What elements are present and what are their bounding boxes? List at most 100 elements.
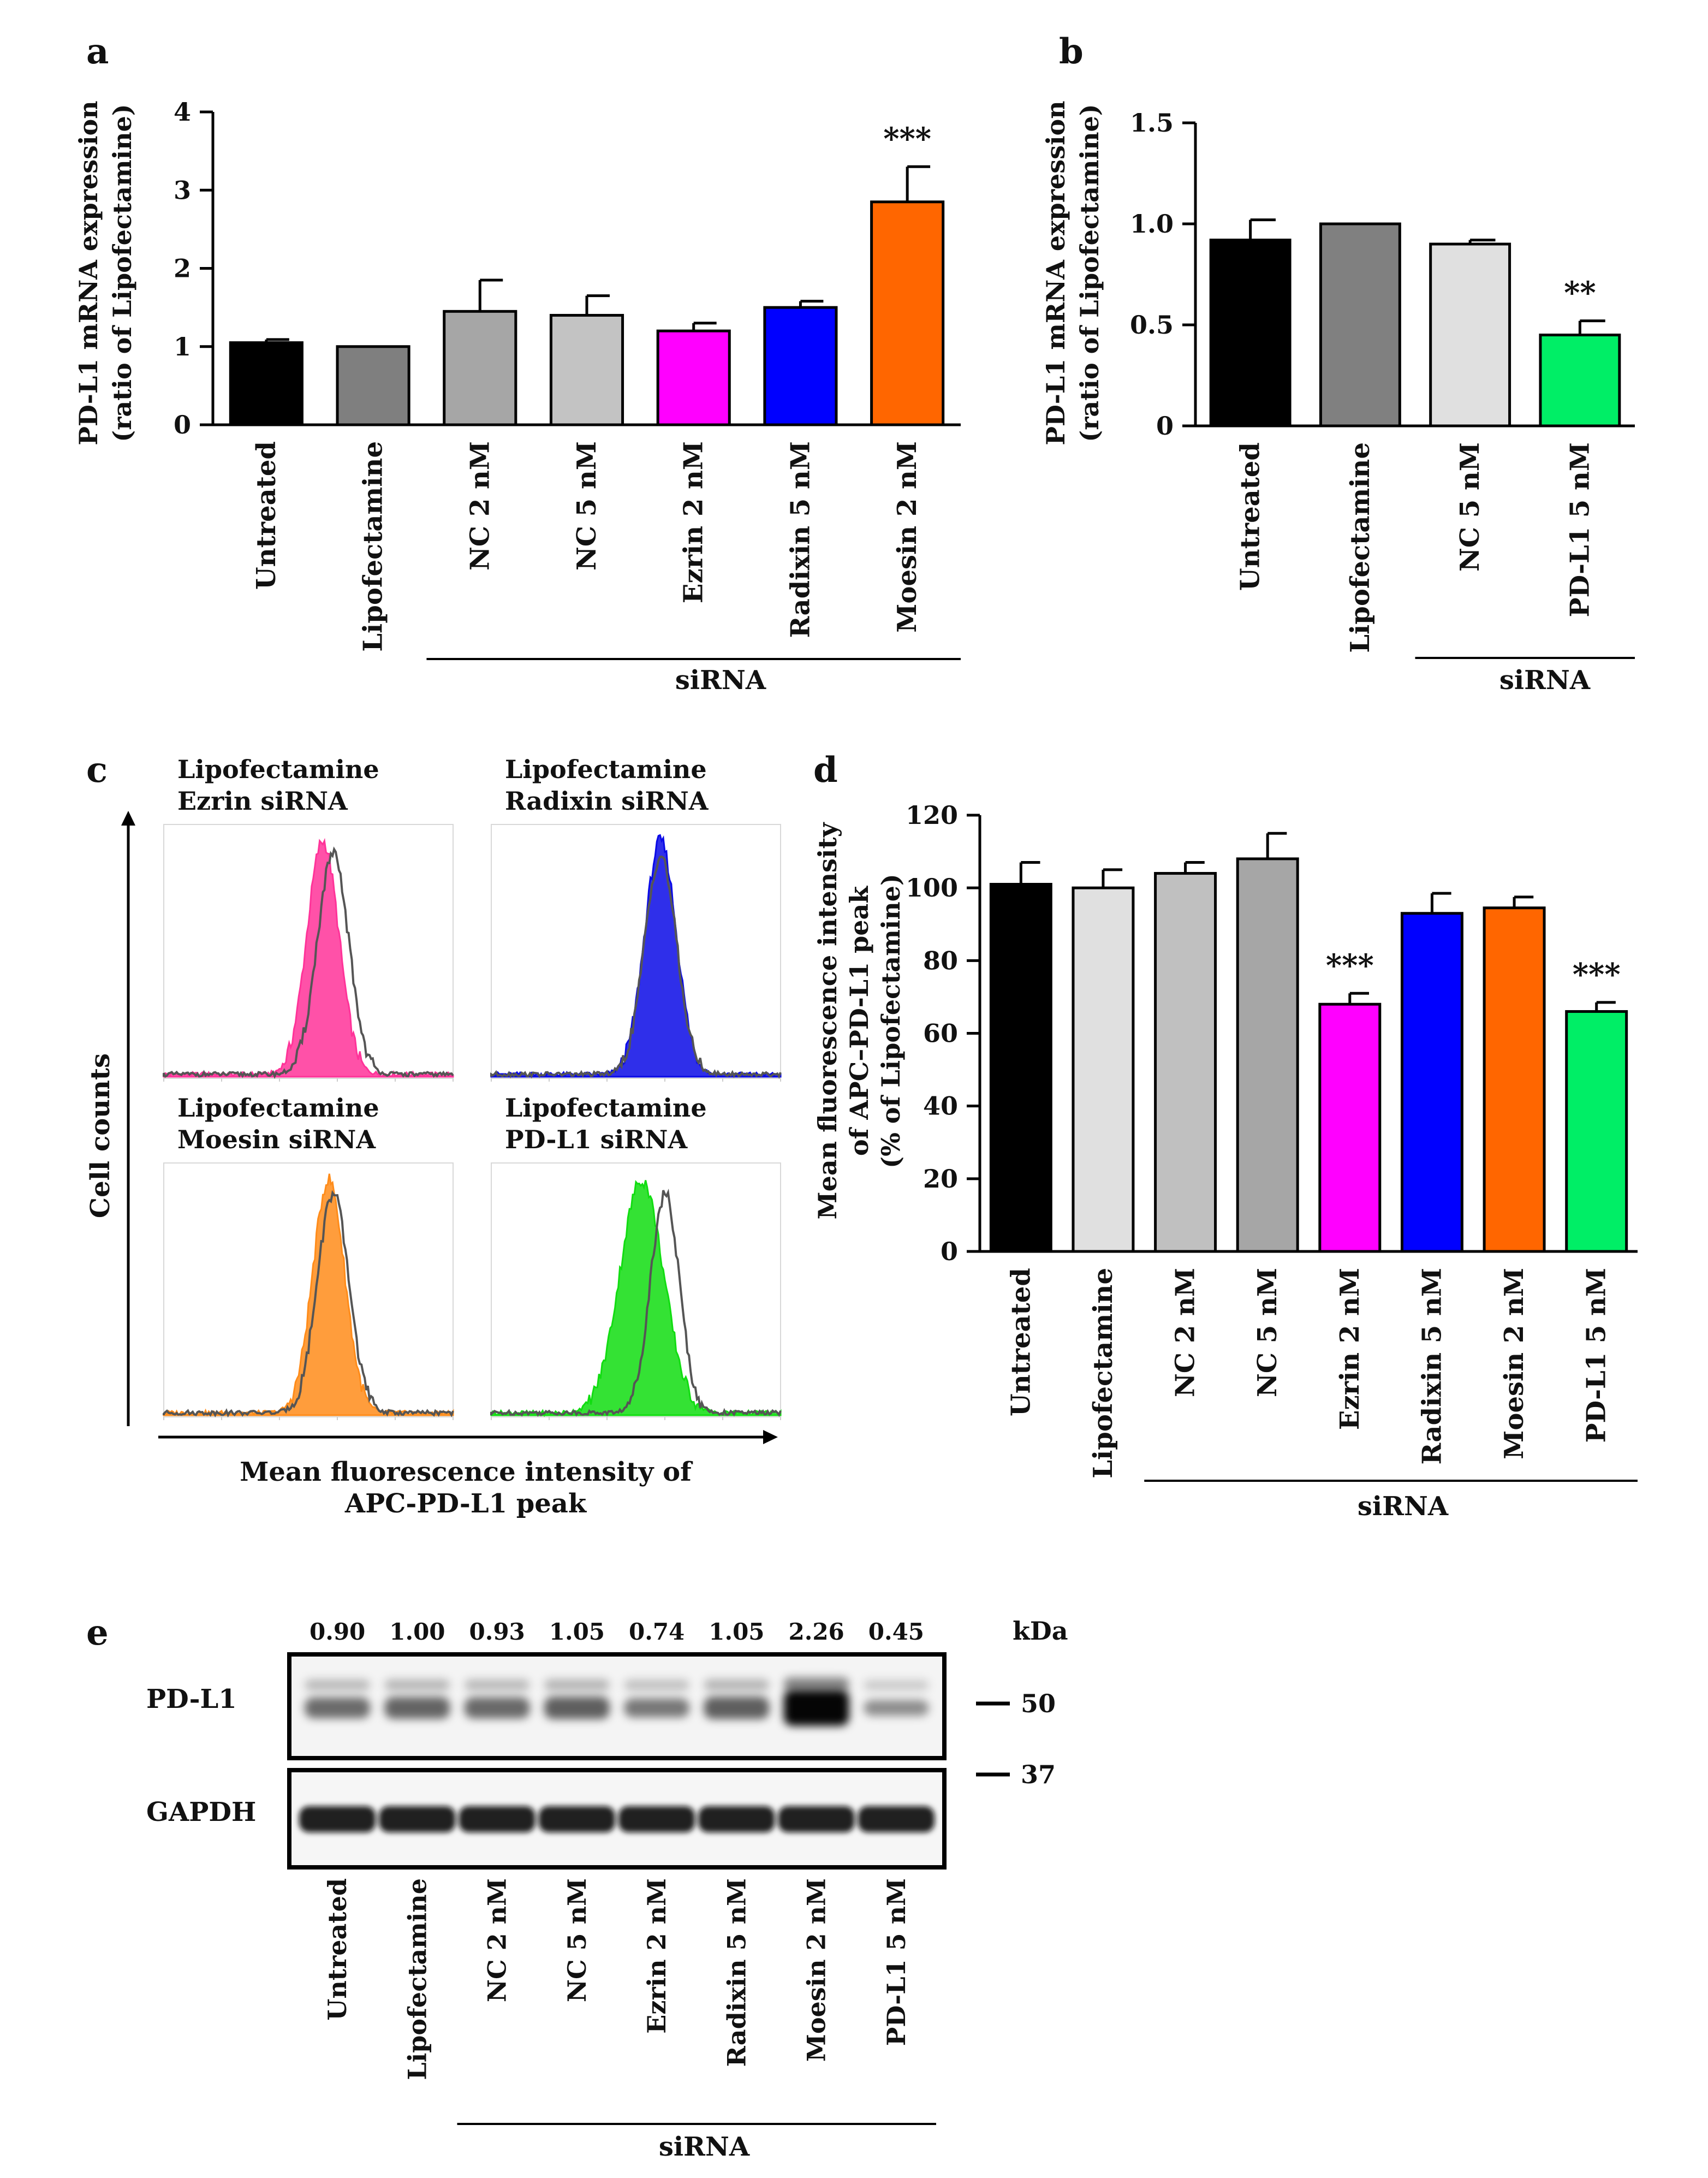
blot-ratio-label: 0.74 [629,1618,685,1645]
chart-a-bar [549,313,624,426]
chart-d-ytick-label: 20 [923,1164,958,1194]
chart-a-ytick-label: 0 [174,410,191,440]
chart-a-category-label: Radixin 5 nM [785,441,816,638]
chart-d-bar [1072,886,1135,1253]
chart-b-ytick-label: 1.5 [1130,108,1174,138]
blot-band-pdl1 [783,1690,849,1726]
hist-sample-curve [163,838,454,1078]
chart-d-category-label: Untreated [1005,1268,1036,1416]
blot-lane-label: Lipofectamine [402,1878,432,2080]
chart-b-ytick-label: 0.5 [1130,310,1174,340]
blot-band-pdl1-upper [783,1677,849,1692]
blot-band-pdl1 [863,1700,929,1716]
chart-d-ytick-label: 100 [906,873,958,903]
chart-a-bar [763,306,838,426]
chart-c-xlabel-line-1: Mean fluorescence intensity of [240,1457,693,1487]
hist-frame [491,824,781,1079]
blot-marker-37: 37 [1021,1760,1056,1789]
panel-label-b: b [1059,31,1084,72]
chart-b-category-label: Untreated [1235,442,1266,591]
chart-d-ytick-label: 0 [941,1237,958,1266]
chart-a-bar [656,329,731,426]
chart-c-ylabel: Cell counts [85,1053,116,1218]
hist-ref-curve [490,1189,782,1417]
blot-lane-label: Radixin 5 nM [722,1878,751,2067]
blot-band-pdl1 [305,1697,371,1719]
chart-a-category-label: Untreated [251,441,282,590]
chart-b-category-label: NC 5 nM [1455,442,1485,572]
chart-b-bar-chart: PD-L1 mRNA expression (ratio of Lipofect… [1041,100,1635,696]
hist-sample-curve [163,1173,454,1417]
chart-b-bar [1539,334,1621,428]
hist-ref-curve [163,1190,454,1418]
blot-ratio-label: 1.05 [709,1618,764,1645]
blot-lane-label: PD-L1 5 nM [882,1878,911,2046]
chart-d-category-label: Lipofectamine [1088,1268,1118,1479]
hist-ref-label: Lipofectamine [177,755,379,784]
chart-b-bar [1319,222,1401,428]
chart-d-ytick-label: 80 [923,946,958,975]
blot-ratio-label: 2.26 [788,1618,844,1645]
blot-ratio-label: 0.90 [310,1618,365,1645]
hist-ref-label: Lipofectamine [505,755,707,784]
chart-a-significance: *** [883,121,931,157]
blot-band-label-pdl1: PD-L1 [146,1684,237,1714]
chart-d-ytick-label: 40 [923,1091,958,1121]
chart-b-significance: ** [1564,275,1596,311]
chart-b-category-label: Lipofectamine [1345,442,1376,653]
blot-kda-label: kDa [1013,1616,1068,1646]
blot-band-pdl1-upper [544,1679,610,1691]
chart-d-group-label: siRNA [1358,1491,1449,1522]
chart-a-ytick-label: 3 [174,175,191,205]
chart-b-ylabel-line-2: (ratio of Lipofectamine) [1075,104,1104,442]
blot-ratio-label: 0.45 [868,1618,924,1645]
chart-d-bar [1236,857,1299,1253]
chart-a-bar [443,310,517,426]
chart-d-bar-chart: Mean fluorescence intensity of APC–PD-L1… [813,800,1638,1522]
blot-band-pdl1-upper [624,1680,690,1691]
hist-sample-curve [490,834,782,1078]
hist-ref-curve [490,856,782,1079]
chart-a-ylabel-line-2: (ratio of Lipofectamine) [108,104,137,442]
hist-sample-label: Radixin siRNA [505,786,709,816]
chart-b-bar [1209,239,1292,428]
chart-d-ytick-label: 120 [906,800,958,830]
chart-a-category-label: Lipofectamine [358,441,389,652]
chart-d-category-label: Ezrin 2 nM [1335,1268,1365,1430]
blot-ratio-label: 1.00 [389,1618,445,1645]
chart-d-category-label: Radixin 5 nM [1417,1268,1447,1465]
blot-lane-label: Untreated [323,1878,352,2021]
chart-c-y-arrowhead [121,811,135,826]
chart-d-category-label: NC 5 nM [1252,1268,1283,1397]
chart-c-histograms: Cell counts Mean fluorescence intensity … [85,755,782,1519]
panel-label-e: e [86,1612,109,1653]
chart-a-category-label: NC 2 nM [465,441,495,571]
blot-band-gapdh [379,1806,456,1832]
chart-d-bar [1154,872,1217,1253]
chart-d-ylabel-line-3: (% of Lipofectamine) [876,874,906,1168]
blot-band-gapdh [858,1806,935,1832]
blot-ratio-label: 1.05 [549,1618,605,1645]
chart-c-x-arrowhead [763,1430,778,1444]
blot-band-gapdh [538,1806,616,1832]
blot-lane-label: Ezrin 2 nM [642,1878,671,2034]
chart-a-category-label: Ezrin 2 nM [679,441,709,603]
hist-ref-label: Lipofectamine [177,1093,379,1123]
hist-sample-label: PD-L1 siRNA [505,1125,688,1154]
blot-band-pdl1-upper [464,1679,530,1691]
chart-c-xlabel-line-2: APC-PD-L1 peak [344,1488,587,1519]
chart-d-bar [1565,1010,1628,1253]
chart-a-category-label: Moesin 2 nM [892,441,923,633]
blot-ratio-label: 0.93 [469,1618,525,1645]
blot-band-gapdh [698,1806,775,1832]
chart-b-ytick-label: 1.0 [1130,209,1174,239]
chart-d-bar [1483,906,1546,1253]
hist-frame [163,824,454,1079]
blot-band-gapdh [459,1806,535,1832]
chart-d-bar [1318,1002,1382,1253]
chart-b-ylabel-line-1: PD-L1 mRNA expression [1041,100,1070,445]
chart-b-group-label: siRNA [1499,665,1591,696]
chart-b-category-label: PD-L1 5 nM [1564,442,1595,618]
chart-d-ylabel-line-2: of APC–PD-L1 peak [844,886,874,1156]
